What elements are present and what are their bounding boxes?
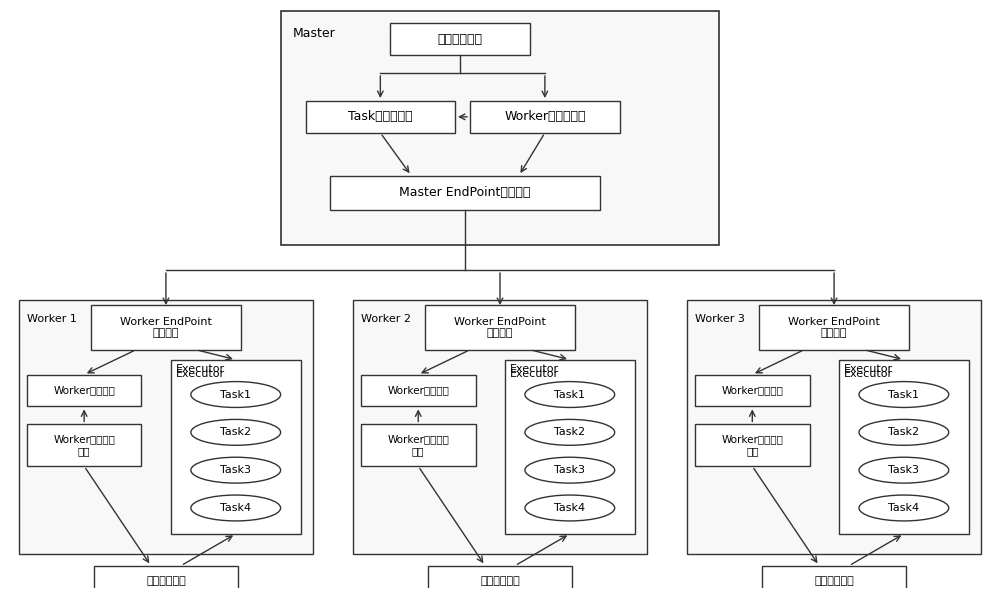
Text: Master: Master — [293, 27, 335, 40]
Bar — [27, 425, 141, 466]
Bar — [94, 565, 238, 589]
Text: Master EndPoint通信接口: Master EndPoint通信接口 — [399, 187, 531, 200]
Text: Worker权値模块: Worker权値模块 — [53, 386, 115, 396]
Bar — [91, 305, 241, 350]
Text: Executor: Executor — [176, 363, 225, 373]
Ellipse shape — [191, 457, 281, 483]
Bar — [353, 300, 647, 554]
Bar — [695, 375, 810, 406]
Ellipse shape — [859, 419, 949, 445]
Bar — [759, 305, 909, 350]
Text: Executor: Executor — [176, 369, 225, 379]
Bar — [762, 565, 906, 589]
Ellipse shape — [859, 457, 949, 483]
Ellipse shape — [859, 495, 949, 521]
Text: Task2: Task2 — [554, 428, 585, 438]
Ellipse shape — [191, 382, 281, 408]
Bar — [171, 360, 301, 534]
Bar — [27, 375, 141, 406]
Text: Worker EndPoint
通信接口: Worker EndPoint 通信接口 — [120, 316, 212, 338]
Ellipse shape — [525, 382, 615, 408]
Text: Task4: Task4 — [220, 503, 251, 513]
Bar — [306, 101, 455, 133]
Text: Task1: Task1 — [888, 389, 919, 399]
Bar — [428, 565, 572, 589]
Text: Worker权値模块: Worker权値模块 — [387, 386, 449, 396]
Text: Worker节点信息
监测: Worker节点信息 监测 — [721, 435, 783, 456]
Text: Task2: Task2 — [220, 428, 251, 438]
Text: Worker EndPoint
通信接口: Worker EndPoint 通信接口 — [454, 316, 546, 338]
Ellipse shape — [859, 382, 949, 408]
Text: Task1: Task1 — [220, 389, 251, 399]
Text: Task2: Task2 — [888, 428, 919, 438]
Text: Task3: Task3 — [888, 465, 919, 475]
Text: Task4: Task4 — [888, 503, 919, 513]
Bar — [390, 24, 530, 55]
Text: 负载均衡模块: 负载均衡模块 — [146, 575, 186, 585]
Bar — [839, 360, 969, 534]
Text: 负载均衡模块: 负载均衡模块 — [480, 575, 520, 585]
Bar — [695, 425, 810, 466]
Text: Executor: Executor — [844, 369, 893, 379]
Bar — [470, 101, 620, 133]
Text: Worker节点信息
监测: Worker节点信息 监测 — [387, 435, 449, 456]
Bar — [330, 176, 600, 210]
Ellipse shape — [525, 419, 615, 445]
Bar — [19, 300, 313, 554]
Text: Executor: Executor — [510, 363, 559, 373]
Bar — [687, 300, 981, 554]
Bar — [361, 425, 476, 466]
Bar — [505, 360, 635, 534]
Bar — [281, 11, 719, 245]
Ellipse shape — [525, 457, 615, 483]
Ellipse shape — [191, 495, 281, 521]
Text: Task任务调度器: Task任务调度器 — [348, 110, 413, 123]
Text: 负载均衡模块: 负载均衡模块 — [438, 33, 483, 46]
Bar — [361, 375, 476, 406]
Text: Worker 2: Worker 2 — [361, 314, 411, 324]
Text: Executor: Executor — [510, 369, 559, 379]
Text: Worker EndPoint
通信接口: Worker EndPoint 通信接口 — [788, 316, 880, 338]
Text: Task3: Task3 — [554, 465, 585, 475]
Text: Worker节点权値表: Worker节点权値表 — [504, 110, 586, 123]
Text: Worker 1: Worker 1 — [27, 314, 77, 324]
Text: Task1: Task1 — [554, 389, 585, 399]
Text: Worker节点信息
监测: Worker节点信息 监测 — [53, 435, 115, 456]
Text: Worker 3: Worker 3 — [695, 314, 745, 324]
Text: Executor: Executor — [844, 363, 893, 373]
Text: Task3: Task3 — [220, 465, 251, 475]
Ellipse shape — [525, 495, 615, 521]
Text: Task4: Task4 — [554, 503, 585, 513]
Text: Worker权値模块: Worker权値模块 — [721, 386, 783, 396]
Text: 负载均衡模块: 负载均衡模块 — [814, 575, 854, 585]
Ellipse shape — [191, 419, 281, 445]
Bar — [425, 305, 575, 350]
